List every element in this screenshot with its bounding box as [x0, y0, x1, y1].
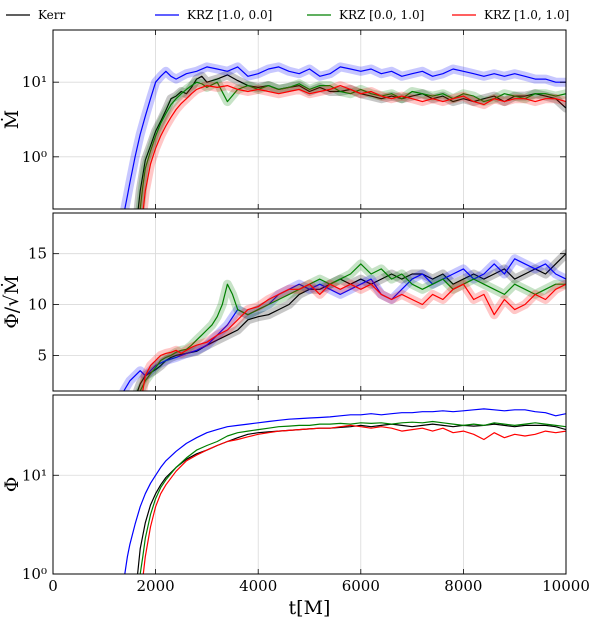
y-tick-label: 10 — [28, 296, 47, 314]
legend-label-2: KRZ [0.0, 1.0] — [339, 8, 424, 22]
y-tick-label: 15 — [28, 245, 47, 263]
x-axis: 0 2000 4000 6000 8000 10000 t[M] — [48, 577, 590, 619]
legend-label-1: KRZ [1.0, 0.0] — [187, 8, 272, 22]
y-axis-label: Φ/√Ṁ — [0, 275, 23, 329]
series-line-1 — [123, 258, 566, 391]
plot-frame — [52, 29, 567, 210]
legend-label-3: KRZ [1.0, 1.0] — [484, 8, 569, 22]
x-tick-label: 6000 — [342, 577, 380, 595]
y-tick-label: 5 — [37, 346, 47, 364]
series-line-3 — [142, 424, 566, 574]
series-band-3 — [138, 81, 566, 209]
series-line-0 — [137, 74, 566, 209]
grid — [53, 30, 566, 209]
y-tick-label: 10⁰ — [22, 148, 47, 166]
y-tick-label: 10⁰ — [22, 565, 47, 583]
x-tick-label: 2000 — [137, 577, 175, 595]
legend: Kerr KRZ [1.0, 0.0] KRZ [0.0, 1.0] KRZ [1.0… — [6, 8, 569, 22]
x-tick-label: 4000 — [239, 577, 277, 595]
plot-frame — [52, 394, 567, 575]
y-axis-label: Ṁ — [0, 110, 23, 129]
y-tick-label: 10¹ — [22, 466, 47, 484]
grid — [53, 213, 566, 391]
series-line-2 — [139, 81, 566, 209]
series-band-3 — [138, 279, 566, 391]
x-tick-label: 10000 — [542, 577, 590, 595]
y-tick-label: 10¹ — [22, 73, 47, 91]
grid — [53, 395, 566, 575]
plot-frame — [52, 212, 567, 392]
y-axis-label: Φ — [1, 477, 23, 493]
series-line-0 — [137, 423, 566, 574]
legend-label-0: Kerr — [38, 8, 65, 22]
panel-flux-ratio: 5 10 15 Φ/√Ṁ — [0, 212, 567, 392]
series-line-3 — [142, 283, 566, 391]
x-tick-label: 8000 — [444, 577, 482, 595]
panel-mdot: 10⁰ 10¹ Ṁ — [0, 29, 567, 210]
x-axis-label: t[M] — [289, 597, 331, 619]
series-line-1 — [124, 408, 566, 574]
x-tick-label: 0 — [48, 577, 58, 595]
series-line-1 — [124, 66, 566, 209]
series-line-2 — [139, 420, 566, 574]
series-line-3 — [142, 84, 566, 209]
